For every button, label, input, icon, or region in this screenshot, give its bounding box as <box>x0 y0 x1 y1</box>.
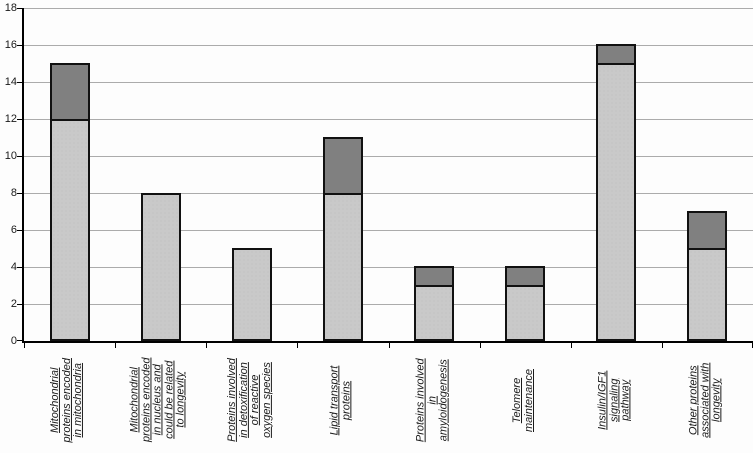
y-axis-tick-label-18: 18 <box>4 2 17 14</box>
x-axis-label-line: Lipid transport <box>328 365 340 435</box>
x-axis-label-1: Mitochondrial proteins encoded in mitochon… <box>49 358 85 442</box>
y-axis-tick-8 <box>17 193 24 194</box>
x-axis-label-line: amyloidogenesis <box>437 359 450 441</box>
x-axis-label-line: oxygen species <box>260 362 272 438</box>
x-axis-label-line: Insulin/IGF1 <box>596 370 609 430</box>
x-axis-tick-3 <box>297 343 298 348</box>
gridline-16 <box>24 45 753 46</box>
bar-4 <box>323 137 363 341</box>
bar-8 <box>687 211 727 341</box>
y-axis-tick-2 <box>17 304 24 305</box>
y-axis-tick-16 <box>17 45 24 46</box>
bar-3-base-segment <box>232 248 272 341</box>
y-axis-tick-10 <box>17 156 24 157</box>
x-axis-tick-2 <box>206 343 207 348</box>
x-axis-label-line: longevity <box>710 378 723 422</box>
y-axis-tick-label-0: 0 <box>10 335 17 347</box>
bar-8-base-segment <box>687 248 727 341</box>
bar-1 <box>50 63 90 341</box>
x-axis-tick-4 <box>389 343 390 348</box>
bar-8-top-segment <box>687 211 727 248</box>
x-axis-label-line: in detoxification <box>237 362 249 438</box>
y-axis-tick-label-10: 10 <box>4 150 17 162</box>
bar-2 <box>141 193 181 341</box>
bar-4-top-segment <box>323 137 363 193</box>
y-axis-tick-label-14: 14 <box>4 76 17 88</box>
bar-6-top-segment <box>505 266 545 285</box>
y-axis-tick-4 <box>17 267 24 268</box>
x-axis-label-line: proteins <box>339 380 352 420</box>
y-axis-tick-18 <box>17 8 24 9</box>
gridline-14 <box>24 82 753 83</box>
x-axis-tick-0 <box>24 343 25 348</box>
y-axis-tick-label-6: 6 <box>10 224 17 236</box>
bar-7 <box>596 44 636 341</box>
bar-7-top-segment <box>596 44 636 63</box>
x-axis-label-line: in mitochondria <box>72 362 85 438</box>
x-axis-label-2: Mitochondrial proteins encoded in nucleus … <box>129 358 188 442</box>
x-label-slot-5: Proteins involved in amyloidogenesis <box>387 350 478 450</box>
x-axis-label-3: Proteins involved in detoxification of rea… <box>225 358 273 442</box>
x-label-slot-3: Proteins involved in detoxification of rea… <box>204 350 295 450</box>
x-axis-label-line: of reactive <box>248 374 261 426</box>
x-axis-label-line: maintenance <box>522 368 535 432</box>
x-axis-label-line: pathway <box>619 379 632 421</box>
bar-5 <box>414 266 454 341</box>
x-axis-label-line: Other proteins <box>687 365 700 435</box>
y-axis-tick-12 <box>17 119 24 120</box>
x-axis-label-line: Telomere <box>511 377 523 423</box>
gridline-4 <box>24 267 753 268</box>
y-axis-tick-label-12: 12 <box>4 113 17 125</box>
x-label-slot-4: Lipid transport proteins <box>295 350 386 450</box>
bar-6-base-segment <box>505 285 545 341</box>
gridline-18 <box>24 8 753 9</box>
x-axis-label-4: Lipid transport proteins <box>328 365 352 435</box>
x-label-slot-2: Mitochondrial proteins encoded in nucleus … <box>113 350 204 450</box>
x-axis-label-line: to longevity <box>174 372 187 428</box>
y-axis-tick-label-16: 16 <box>4 39 17 51</box>
plot-area <box>17 8 753 348</box>
gridline-2 <box>24 304 753 305</box>
x-axis-label-area: Mitochondrial proteins encoded in mitochon… <box>22 350 751 453</box>
bar-5-base-segment <box>414 285 454 341</box>
bar-7-base-segment <box>596 63 636 341</box>
x-axis-tick-6 <box>571 343 572 348</box>
x-label-slot-6: Telomere maintenance <box>478 350 569 450</box>
x-axis-label-6: Telomere maintenance <box>511 368 535 432</box>
y-axis-tick-0 <box>17 340 24 341</box>
x-axis-label-8: Other proteins associated with longevity <box>687 362 723 437</box>
bar-1-top-segment <box>50 63 90 119</box>
bar-2-base-segment <box>141 193 181 341</box>
bar-6 <box>505 266 545 341</box>
gridline-6 <box>24 230 753 231</box>
x-axis-tick-1 <box>115 343 116 348</box>
y-axis-tick-label-4: 4 <box>10 261 17 273</box>
x-axis-tick-7 <box>662 343 663 348</box>
x-label-slot-1: Mitochondrial proteins encoded in mitochon… <box>22 350 113 450</box>
x-label-slot-8: Other proteins associated with longevity <box>660 350 751 450</box>
y-axis-tick-6 <box>17 230 24 231</box>
gridline-10 <box>24 156 753 157</box>
x-axis-tick-5 <box>480 343 481 348</box>
bar-1-base-segment <box>50 119 90 341</box>
x-axis-label-line: in <box>425 395 438 405</box>
gridline-12 <box>24 119 753 120</box>
y-axis-tick-label-8: 8 <box>10 187 17 199</box>
x-axis-label-7: Insulin/IGF1 signaling pathway <box>596 370 632 430</box>
y-axis-tick-14 <box>17 82 24 83</box>
bar-5-top-segment <box>414 266 454 285</box>
bar-4-base-segment <box>323 193 363 341</box>
y-axis-tick-label-2: 2 <box>10 298 17 310</box>
bar-3 <box>232 248 272 341</box>
x-label-slot-7: Insulin/IGF1 signaling pathway <box>569 350 660 450</box>
gridline-8 <box>24 193 753 194</box>
x-axis-label-5: Proteins involved in amyloidogenesis <box>414 358 450 442</box>
x-axis-label-line: Proteins involved <box>414 358 427 442</box>
x-axis-label-line: Proteins involved <box>225 358 238 442</box>
